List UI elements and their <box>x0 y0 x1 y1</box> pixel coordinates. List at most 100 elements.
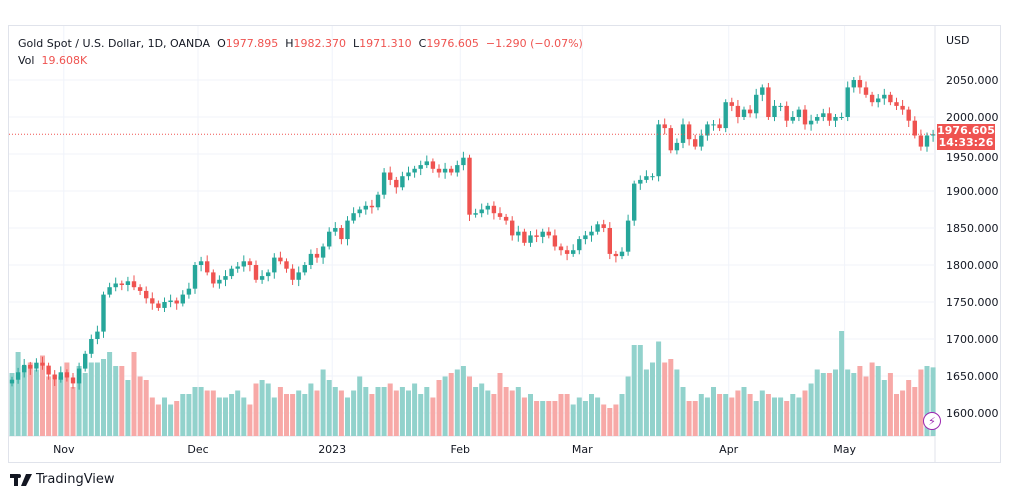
volume-bar <box>94 362 100 436</box>
volume-bar <box>881 380 887 436</box>
candle-body <box>558 246 564 251</box>
time-tick-label: 2023 <box>318 443 346 456</box>
volume-bar <box>424 387 430 436</box>
volume-bar <box>607 408 613 436</box>
candle-body <box>259 276 265 280</box>
volume-bar <box>497 373 503 436</box>
candle-body <box>430 161 436 169</box>
candle-body <box>52 374 57 380</box>
candle-body <box>174 300 179 304</box>
symbol-title[interactable]: Gold Spot / U.S. Dollar, 1D, OANDA <box>18 37 211 50</box>
candle-body <box>766 87 771 117</box>
candle-body <box>400 176 405 188</box>
candle-body <box>680 124 686 143</box>
candle-body <box>693 139 698 147</box>
volume-bar <box>637 345 643 436</box>
volume-bar <box>442 376 448 436</box>
open-value: 1977.895 <box>225 37 279 50</box>
candle-body <box>497 213 503 217</box>
volume-bar <box>216 397 222 436</box>
volume-bar <box>229 394 235 436</box>
candle-body <box>449 168 454 173</box>
volume-bar <box>320 369 326 436</box>
candle-body <box>839 117 844 118</box>
volume-bar <box>241 397 247 436</box>
candle-body <box>613 253 619 257</box>
volume-bar <box>430 397 436 436</box>
candle-body <box>485 205 490 210</box>
candle-body <box>412 168 417 173</box>
volume-bar <box>33 369 39 436</box>
candle-body <box>595 224 600 232</box>
volume-bar <box>149 397 155 436</box>
volume-bar <box>802 390 808 436</box>
lightning-icon[interactable]: ⚡ <box>923 412 941 430</box>
candle-body <box>729 102 734 106</box>
volume-bar <box>338 390 344 436</box>
volume-bar <box>912 387 918 436</box>
volume-bar <box>619 394 625 436</box>
currency-label[interactable]: USD <box>946 34 970 47</box>
volume-bar <box>479 383 485 436</box>
volume-bar <box>253 383 259 436</box>
candle-body <box>754 94 759 114</box>
candle-body <box>796 109 802 117</box>
last-price: 1976.605 <box>937 124 995 137</box>
volume-bar <box>369 394 375 436</box>
volume-bar <box>564 394 570 436</box>
volume-bar <box>509 390 515 436</box>
price-tick-label: 1900.000 <box>946 185 999 198</box>
candle-body <box>15 372 21 380</box>
candle-body <box>266 272 271 277</box>
volume-bar <box>290 394 296 436</box>
candle-body <box>552 235 558 247</box>
candle-body <box>540 231 545 237</box>
volume-bar <box>399 387 405 436</box>
candle-body <box>577 239 582 251</box>
time-tick-label: Feb <box>451 443 470 456</box>
volume-bar <box>717 394 723 436</box>
candle-body <box>107 287 112 295</box>
candle-body <box>747 109 753 114</box>
volume-bar <box>582 401 588 436</box>
volume-bar <box>467 376 472 436</box>
candle-body <box>845 87 850 117</box>
volume-bar <box>887 373 893 436</box>
volume-bar <box>387 383 393 436</box>
volume-value: 19.608K <box>41 54 88 67</box>
candle-body <box>150 298 155 304</box>
candle-body <box>924 135 930 147</box>
candle-body <box>619 251 625 257</box>
candle-body <box>503 216 509 221</box>
candle-body <box>357 209 362 214</box>
volume-bar <box>351 390 357 436</box>
volume-bar <box>839 331 845 436</box>
tradingview-logo[interactable]: TradingView <box>10 472 115 487</box>
legend: Gold Spot / U.S. Dollar, 1D, OANDA O1977… <box>18 35 583 69</box>
candle-body <box>424 161 429 166</box>
volume-bar <box>101 359 106 436</box>
candle-body <box>375 194 381 208</box>
candle-body <box>290 268 295 280</box>
volume-bar <box>357 376 363 436</box>
volume-bar <box>851 373 857 436</box>
volume-bar <box>863 376 869 436</box>
volume-bar <box>625 376 631 436</box>
volume-bar <box>204 390 210 436</box>
candle-body <box>833 117 838 121</box>
volume-bar <box>277 387 283 436</box>
volume-bar <box>503 387 509 436</box>
candle-body <box>772 105 777 117</box>
volume-bar <box>576 397 582 436</box>
volume-bar <box>393 390 399 436</box>
volume-bar <box>747 394 753 436</box>
candle-body <box>180 294 185 304</box>
close-label: C <box>418 37 427 50</box>
candle-body <box>534 235 539 237</box>
volume-bar <box>674 369 680 436</box>
candle-body <box>76 368 82 384</box>
volume-bar <box>375 387 381 436</box>
candle-body <box>223 276 228 280</box>
